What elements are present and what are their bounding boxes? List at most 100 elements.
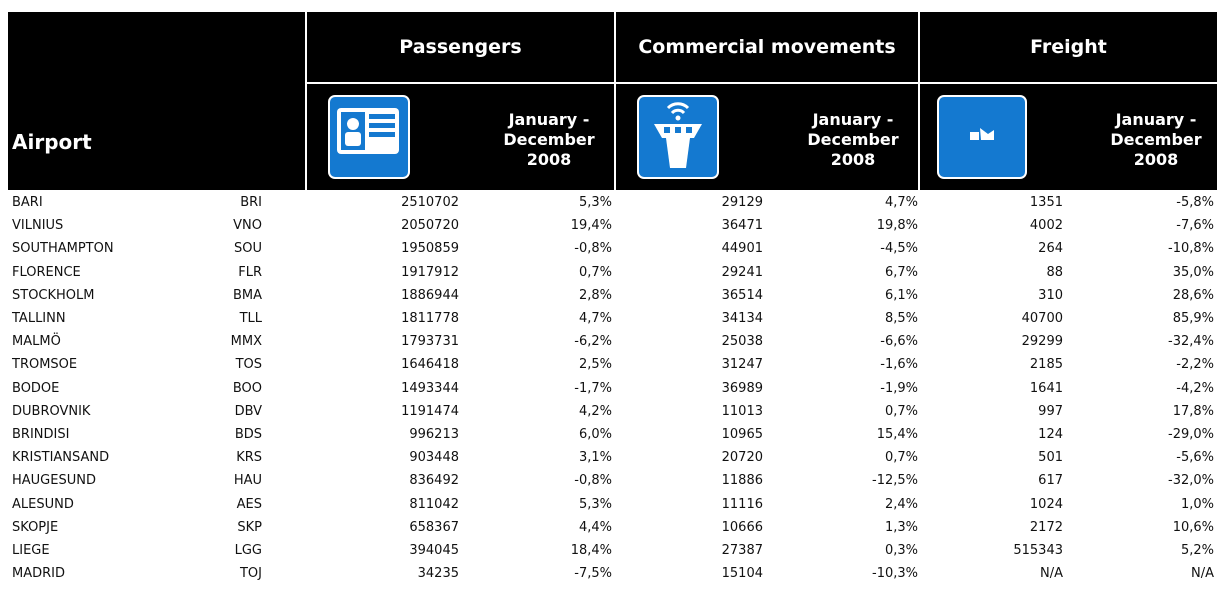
airport-code: BDS bbox=[234, 427, 262, 442]
cell-value: 2172 bbox=[1029, 519, 1063, 535]
cell-value: 1191474 bbox=[401, 403, 459, 419]
cell-value: 11013 bbox=[721, 403, 763, 419]
airport-name: BRINDISI bbox=[12, 427, 70, 442]
cell-value: 1950859 bbox=[401, 241, 459, 257]
cell-value: 19,8% bbox=[876, 218, 918, 234]
cell-value: 1,0% bbox=[1180, 496, 1214, 512]
period-line: January - bbox=[508, 110, 590, 129]
cell-value: 2,8% bbox=[578, 287, 612, 303]
cell-value: 2185 bbox=[1029, 357, 1063, 373]
airport-code: TLL bbox=[239, 311, 262, 326]
cell-value: 997 bbox=[1038, 403, 1063, 419]
cell-value: 29299 bbox=[1021, 334, 1063, 350]
cell-value: 5,2% bbox=[1180, 543, 1214, 558]
cell-value: 36989 bbox=[721, 380, 763, 396]
cell-value: 2,4% bbox=[884, 496, 918, 512]
cell-value: 515343 bbox=[1013, 543, 1063, 558]
cell-value: 1024 bbox=[1029, 496, 1063, 512]
cell-value: 1811778 bbox=[401, 311, 459, 326]
airport-code: MMX bbox=[230, 334, 262, 350]
airport-name: BODOE bbox=[12, 380, 60, 396]
airport-name: FLORENCE bbox=[12, 264, 81, 280]
period-line: December bbox=[1110, 130, 1202, 149]
cell-value: -1,6% bbox=[880, 357, 918, 373]
airport-code: AES bbox=[236, 496, 262, 512]
cell-value: 44901 bbox=[721, 241, 763, 257]
cell-value: -7,6% bbox=[1176, 218, 1214, 234]
cell-value: -10,8% bbox=[1168, 241, 1214, 257]
airport-name: MADRID bbox=[12, 566, 65, 582]
cell-value: 15,4% bbox=[876, 427, 918, 442]
cell-value: -7,5% bbox=[574, 566, 612, 582]
period-line: 2008 bbox=[830, 150, 876, 169]
cell-value: 19,4% bbox=[570, 218, 612, 234]
cell-value: 10965 bbox=[721, 427, 763, 442]
cell-value: 1886944 bbox=[401, 287, 459, 303]
airport-name: KRISTIANSAND bbox=[12, 450, 110, 466]
cell-value: 658367 bbox=[409, 519, 459, 535]
cell-value: 25038 bbox=[721, 334, 763, 350]
cell-value: 10666 bbox=[721, 519, 763, 535]
cell-value: 5,3% bbox=[578, 195, 612, 210]
period-line: 2008 bbox=[1133, 150, 1179, 169]
airport-code: VNO bbox=[233, 218, 262, 234]
cell-value: -0,8% bbox=[574, 473, 612, 489]
cell-value: -32,0% bbox=[1168, 473, 1214, 489]
airport-name: BARI bbox=[12, 195, 43, 210]
cell-value: 36471 bbox=[721, 218, 763, 234]
cell-value: 4,7% bbox=[884, 195, 918, 210]
airport-label: Airport bbox=[12, 130, 92, 154]
airport-code: TOS bbox=[235, 357, 262, 373]
airport-header: Airport bbox=[8, 12, 305, 190]
cell-value: -1,7% bbox=[574, 380, 612, 396]
cell-value: 11886 bbox=[721, 473, 763, 489]
cell-value: 996213 bbox=[409, 427, 459, 442]
airport-name: STOCKHOLM bbox=[12, 287, 95, 303]
period-line: January - bbox=[1115, 110, 1197, 129]
cell-value: 20720 bbox=[721, 450, 763, 466]
cell-value: 836492 bbox=[409, 473, 459, 489]
cell-value: -4,5% bbox=[880, 241, 918, 257]
cell-value: 31247 bbox=[721, 357, 763, 373]
cell-value: 29129 bbox=[721, 195, 763, 210]
cell-value: 34134 bbox=[721, 311, 763, 326]
cell-value: 4,2% bbox=[578, 403, 612, 419]
cell-value: N/A bbox=[1040, 566, 1063, 582]
cell-value: 394045 bbox=[409, 543, 459, 558]
airport-name: DUBROVNIK bbox=[12, 403, 91, 419]
cell-value: 811042 bbox=[409, 496, 459, 512]
cell-value: 4,7% bbox=[578, 311, 612, 326]
airport-code: SKP bbox=[237, 519, 262, 535]
cell-value: -1,9% bbox=[880, 380, 918, 396]
cell-value: 15104 bbox=[721, 566, 763, 582]
cell-value: 1493344 bbox=[401, 380, 459, 396]
cell-value: 0,7% bbox=[884, 403, 918, 419]
cell-value: 40700 bbox=[1021, 311, 1063, 326]
cell-value: 4,4% bbox=[578, 519, 612, 535]
airport-name: HAUGESUND bbox=[12, 473, 96, 489]
cell-value: 1793731 bbox=[401, 334, 459, 350]
cell-value: -12,5% bbox=[872, 473, 918, 489]
cell-value: 1641 bbox=[1029, 380, 1063, 396]
airport-code: SOU bbox=[234, 241, 262, 257]
cell-value: -29,0% bbox=[1168, 427, 1214, 442]
cell-value: 903448 bbox=[409, 450, 459, 466]
cell-value: 3,1% bbox=[578, 450, 612, 466]
period-line: December bbox=[503, 130, 595, 149]
icon bbox=[937, 95, 1027, 179]
airport-name: MALMÖ bbox=[12, 334, 61, 350]
cell-value: 1646418 bbox=[401, 357, 459, 373]
cell-value: 88 bbox=[1046, 264, 1063, 280]
cell-value: -32,4% bbox=[1168, 334, 1214, 350]
airport-code: KRS bbox=[236, 450, 262, 466]
airport-name: ALESUND bbox=[12, 496, 74, 512]
group-subheader: January - December 2008 bbox=[616, 84, 918, 190]
cell-value: 0,7% bbox=[578, 264, 612, 280]
airport-code: LGG bbox=[234, 543, 262, 558]
cell-value: 2050720 bbox=[401, 218, 459, 234]
cell-value: 4002 bbox=[1029, 218, 1063, 234]
cell-value: -4,2% bbox=[1176, 380, 1214, 396]
cell-value: 35,0% bbox=[1172, 264, 1214, 280]
group-header: Freight bbox=[920, 12, 1217, 82]
